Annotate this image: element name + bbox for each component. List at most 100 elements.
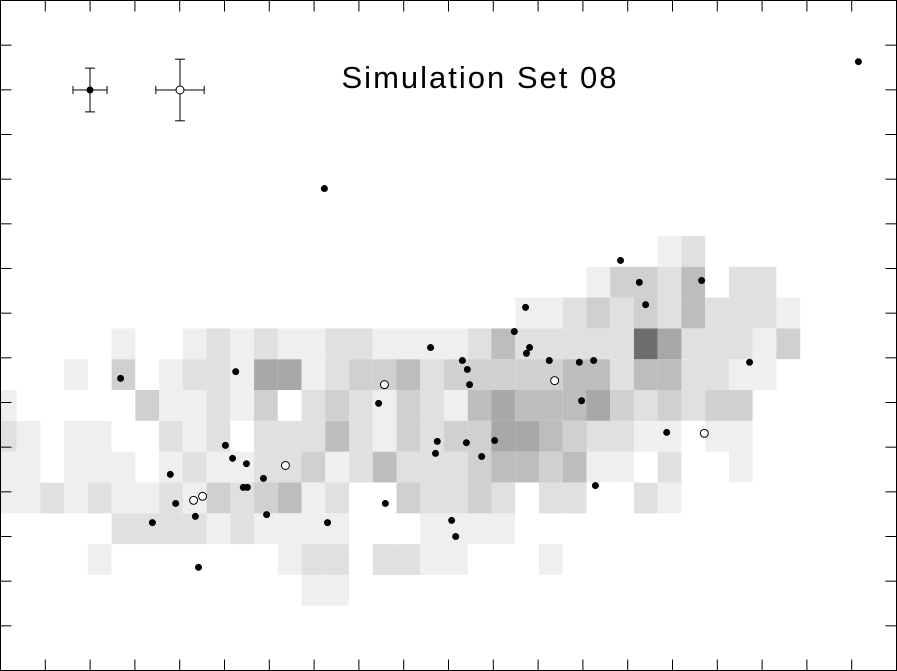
filled-point — [575, 358, 583, 366]
filled-point — [117, 374, 125, 382]
heat-cell — [254, 574, 278, 606]
heat-cell — [728, 389, 753, 421]
heat-cell — [586, 451, 611, 483]
heat-cell — [325, 297, 350, 329]
open-point — [379, 380, 389, 390]
heat-cell — [728, 574, 753, 606]
error-glyph-point — [86, 86, 94, 94]
heat-cell — [538, 297, 563, 329]
heat-cell — [396, 513, 421, 545]
heat-cell — [16, 574, 41, 606]
heat-cell — [444, 451, 468, 483]
heat-cell — [610, 328, 634, 360]
heat-cell — [87, 266, 112, 298]
heat-cell — [16, 359, 41, 390]
heat-cell — [254, 297, 278, 329]
filled-point — [462, 439, 470, 447]
heat-cell — [64, 389, 88, 421]
heat-cell — [87, 451, 112, 483]
heat-cell — [87, 482, 112, 514]
heat-cell — [16, 235, 41, 267]
heat-cell — [349, 297, 373, 329]
heat-cell — [64, 482, 88, 514]
heat-cell — [182, 328, 207, 360]
heat-cell — [230, 359, 255, 390]
heat-cell — [372, 482, 397, 514]
filled-point — [491, 436, 499, 444]
heat-cell — [254, 544, 278, 575]
heat-cell — [277, 513, 302, 545]
heat-cell — [87, 328, 112, 360]
heat-cell — [111, 451, 136, 483]
heat-cell — [752, 451, 777, 483]
heat-cell — [206, 266, 231, 298]
heat-cell — [538, 513, 563, 545]
filled-point — [243, 483, 251, 491]
heat-cell — [705, 513, 729, 545]
filled-point — [698, 277, 706, 285]
heat-cell — [135, 235, 160, 267]
heat-cell — [230, 328, 255, 360]
heat-cell — [633, 266, 658, 298]
heat-cell — [396, 359, 421, 390]
filled-point — [448, 516, 456, 524]
heat-cell — [752, 389, 777, 421]
heat-cell — [657, 482, 682, 514]
heat-cell — [87, 513, 112, 545]
heat-cell — [467, 359, 492, 390]
heat-cell — [420, 513, 445, 545]
heat-cell — [325, 482, 350, 514]
filled-point — [259, 474, 267, 482]
filled-point — [526, 344, 534, 352]
heat-cell — [491, 513, 516, 545]
heat-cell — [135, 513, 160, 545]
heat-cell — [40, 513, 65, 545]
heat-cell — [633, 544, 658, 575]
heat-cell — [349, 328, 373, 360]
heat-cell — [230, 389, 255, 421]
heat-cell — [182, 235, 207, 267]
heat-cell — [396, 544, 421, 575]
heat-cell — [325, 420, 350, 452]
heat-cell — [610, 389, 634, 421]
heat-cell — [586, 328, 611, 360]
heat-cell — [444, 482, 468, 514]
heat-cell — [40, 235, 65, 267]
heat-cell — [277, 359, 302, 390]
heat-cell — [728, 297, 753, 329]
filled-point — [148, 519, 156, 527]
heat-cell — [325, 544, 350, 575]
heat-cell — [206, 574, 231, 606]
heat-cell — [135, 420, 160, 452]
heat-cell — [40, 266, 65, 298]
heat-cell — [681, 297, 706, 329]
heat-cell — [728, 359, 753, 390]
heat-cell — [16, 544, 41, 575]
filled-point — [452, 533, 460, 540]
filled-point — [578, 397, 586, 405]
heat-cell — [16, 513, 41, 545]
heat-cell — [610, 235, 634, 267]
heat-cell — [135, 266, 160, 298]
heat-cell — [776, 574, 801, 606]
heat-cell — [562, 235, 587, 267]
heat-cell — [206, 359, 231, 390]
filled-point — [635, 278, 643, 286]
heat-cell — [135, 544, 160, 575]
heat-cell — [681, 574, 706, 606]
heat-cell — [111, 235, 136, 267]
heat-cell — [562, 544, 587, 575]
heat-cell — [705, 574, 729, 606]
heat-cell — [135, 297, 160, 329]
heat-cell — [372, 574, 397, 606]
heat-cell — [776, 328, 801, 360]
heat-cell — [206, 297, 231, 329]
heat-cell — [301, 328, 326, 360]
heat-cell — [206, 513, 231, 545]
heat-cell — [396, 235, 421, 267]
heat-cell — [515, 482, 539, 514]
heat-cell — [87, 297, 112, 329]
heat-cell — [444, 266, 468, 298]
filled-point — [221, 441, 229, 449]
heat-cell — [420, 482, 445, 514]
